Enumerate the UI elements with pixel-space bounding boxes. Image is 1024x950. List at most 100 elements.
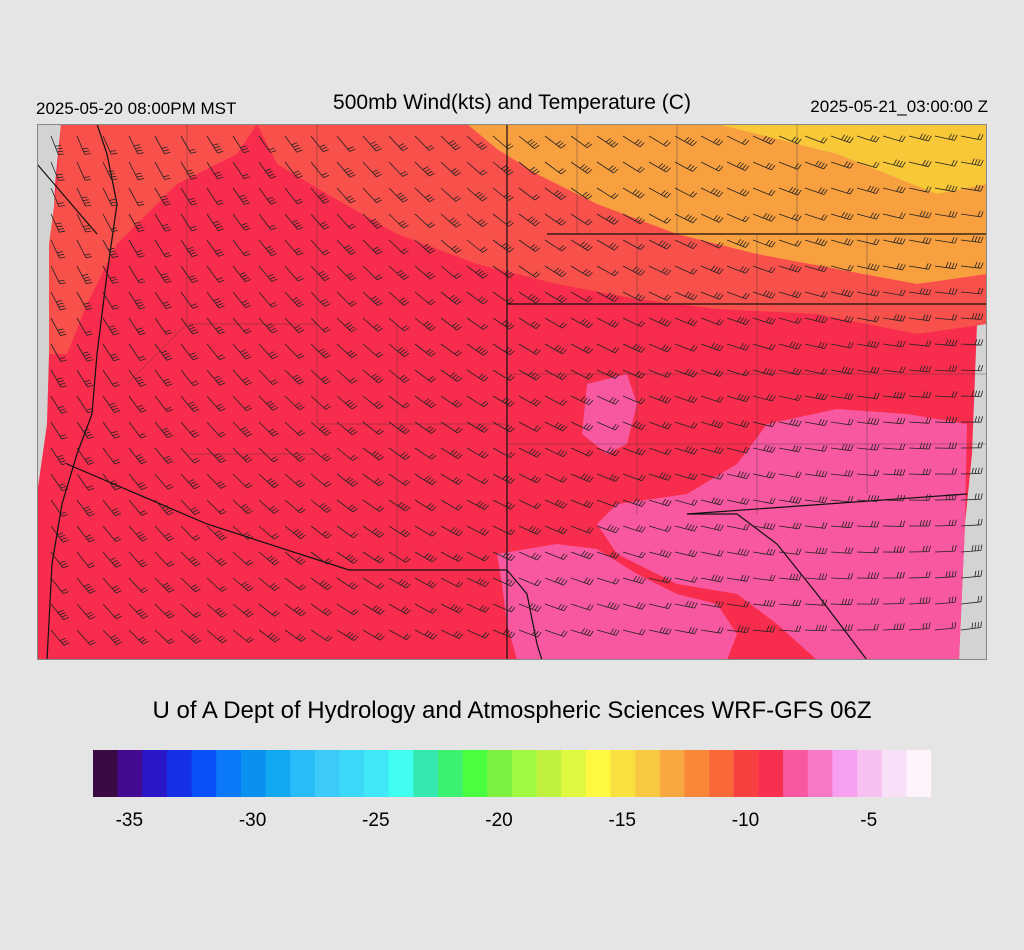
colorbar-swatch	[487, 750, 513, 797]
wind-barb	[414, 629, 438, 640]
wind-barb	[830, 161, 854, 169]
wind-barb	[362, 213, 383, 229]
wind-barb	[414, 447, 437, 460]
wind-barb	[830, 134, 854, 143]
wind-barb	[908, 263, 932, 270]
colorbar-tick-label: -25	[362, 810, 390, 831]
wind-barb	[674, 161, 697, 172]
wind-barb	[960, 416, 983, 423]
wind-barb	[752, 212, 776, 222]
wind-barb	[492, 629, 516, 638]
wind-barb	[128, 135, 144, 155]
colorbar-swatch	[585, 750, 612, 797]
wind-barb	[830, 341, 854, 349]
wind-barb	[596, 265, 619, 277]
wind-barb	[726, 239, 750, 248]
wind-barb	[856, 238, 880, 246]
wind-barb	[960, 158, 984, 166]
wind-barb	[804, 213, 828, 221]
wind-barb	[518, 473, 542, 484]
wind-barb	[492, 577, 516, 587]
wind-barb	[310, 317, 331, 333]
wind-barb	[752, 316, 776, 325]
wind-barb	[362, 499, 385, 512]
wind-barb	[648, 213, 672, 224]
wind-barb	[804, 624, 828, 632]
wind-barb	[570, 395, 594, 406]
wind-barb	[258, 213, 277, 231]
wind-barb	[648, 498, 672, 507]
wind-barb	[648, 369, 672, 378]
wind-barb	[700, 574, 724, 583]
wind-barb	[960, 467, 983, 475]
wind-barb	[830, 521, 854, 529]
wind-barb	[258, 629, 280, 643]
wind-barb	[310, 187, 330, 204]
wind-barb	[726, 161, 750, 171]
wind-barb	[258, 187, 277, 205]
wind-barb	[232, 551, 254, 566]
wind-barb	[440, 291, 462, 305]
wind-barb	[388, 291, 410, 306]
wind-barb	[544, 343, 567, 355]
utc-time: 2025-05-21_03:00:00 Z	[810, 97, 988, 116]
wind-barb	[596, 213, 619, 225]
wind-barb	[154, 473, 174, 490]
wind-barb	[648, 239, 672, 250]
wind-barb	[76, 421, 94, 439]
wind-barb	[908, 571, 931, 579]
wind-barb	[830, 315, 854, 323]
wind-barb	[726, 471, 750, 479]
wind-barb	[232, 317, 252, 334]
wind-barb	[544, 473, 568, 483]
wind-barb	[856, 340, 880, 348]
wind-barb	[518, 577, 542, 587]
wind-barb	[674, 445, 698, 455]
wind-barb	[726, 420, 750, 428]
wind-barb	[310, 603, 333, 616]
wind-barb	[284, 421, 305, 437]
wind-barb	[856, 366, 880, 374]
wind-barb	[648, 472, 672, 481]
wind-barb	[154, 525, 174, 542]
wind-barb	[778, 135, 802, 145]
wind-barb	[336, 447, 358, 461]
colorbar-swatch	[561, 750, 587, 797]
wind-barb	[674, 317, 698, 326]
wind-barb	[102, 551, 122, 568]
wind-barb	[752, 420, 776, 428]
wind-barb	[388, 577, 411, 589]
wind-barb	[310, 213, 330, 230]
wind-barb	[440, 135, 461, 151]
wind-barb	[492, 447, 515, 459]
wind-barb	[336, 135, 356, 152]
wind-barb	[388, 187, 409, 203]
temperature-field	[37, 124, 987, 660]
wind-barb	[388, 369, 410, 383]
wind-barb	[50, 239, 66, 259]
wind-barb	[700, 291, 724, 300]
wind-barb	[128, 603, 149, 619]
wind-barb	[856, 520, 880, 528]
wind-barb	[908, 159, 932, 168]
wind-barb	[778, 239, 802, 247]
wind-barb	[622, 575, 646, 584]
wind-barb	[648, 602, 672, 609]
wind-barb	[128, 239, 145, 258]
wind-barb	[154, 421, 174, 438]
wind-barb	[882, 366, 906, 373]
wind-barb	[336, 603, 359, 616]
wind-barb	[310, 265, 330, 282]
wind-barb	[544, 213, 567, 226]
wind-barb	[76, 239, 92, 259]
wind-barb	[388, 265, 410, 280]
wind-barb	[622, 498, 646, 507]
wind-barb	[388, 135, 409, 152]
wind-barb	[726, 291, 750, 300]
wind-barb	[960, 133, 984, 141]
wind-barb	[804, 315, 828, 324]
wind-barb	[232, 265, 251, 283]
wind-barb	[934, 442, 958, 449]
wind-barb	[128, 447, 147, 465]
wind-barb	[908, 494, 931, 501]
